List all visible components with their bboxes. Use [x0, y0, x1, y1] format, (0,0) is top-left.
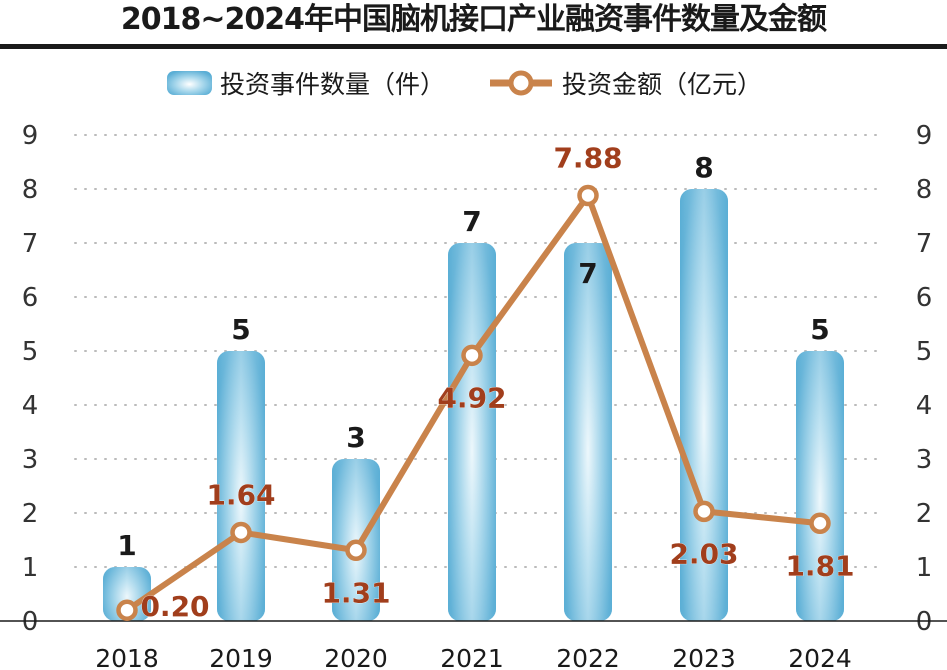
- y-tick-label-right: 1: [916, 553, 933, 583]
- bar-value-label: 3: [346, 421, 365, 454]
- y-tick-label-left: 0: [22, 607, 39, 637]
- bar-value-label: 7: [578, 257, 597, 290]
- amount-value-label: 1.31: [321, 576, 390, 609]
- y-tick-label-left: 2: [22, 499, 39, 529]
- legend-line-label: 投资金额（亿元）: [562, 70, 762, 99]
- x-tick-label: 2021: [440, 644, 504, 670]
- x-tick-label: 2020: [324, 644, 388, 670]
- x-tick-label: 2018: [95, 644, 159, 670]
- bar-value-label: 5: [810, 313, 829, 346]
- y-tick-label-right: 7: [916, 229, 933, 259]
- bar-highlight: [796, 351, 844, 621]
- bar-value-label: 8: [694, 151, 713, 184]
- y-tick-label-right: 8: [916, 175, 933, 205]
- bar-value-label: 1: [117, 529, 136, 562]
- y-tick-label-right: 5: [916, 337, 933, 367]
- bar-highlight: [217, 351, 265, 621]
- bar-highlight: [448, 243, 496, 621]
- amount-point-2021: [461, 344, 483, 367]
- x-tick-label: 2019: [209, 644, 273, 670]
- amount-point-2019: [230, 521, 252, 544]
- y-tick-label-right: 6: [916, 283, 933, 313]
- amount-point-2023: [693, 500, 715, 523]
- bar-value-label: 5: [231, 313, 250, 346]
- amount-value-label: 0.20: [140, 590, 209, 623]
- amount-value-label: 1.64: [206, 478, 275, 511]
- y-tick-label-right: 4: [916, 391, 933, 421]
- legend-bar-swatch: [167, 71, 212, 95]
- bar-value-label: 7: [462, 205, 481, 238]
- y-tick-label-left: 7: [22, 229, 39, 259]
- y-tick-label-left: 9: [22, 121, 39, 151]
- amount-point-2020: [345, 539, 367, 562]
- y-tick-label-right: 3: [916, 445, 933, 475]
- chart-title: 2018~2024年中国脑机接口产业融资事件数量及金额: [120, 2, 827, 37]
- amount-point-2018: [116, 599, 138, 621]
- title-divider: [0, 44, 947, 49]
- y-tick-label-left: 3: [22, 445, 39, 475]
- y-tick-label-left: 6: [22, 283, 39, 313]
- x-tick-label: 2023: [672, 644, 736, 670]
- y-tick-label-right: 2: [916, 499, 933, 529]
- bar-highlight: [103, 567, 151, 621]
- y-tick-label-left: 8: [22, 175, 39, 205]
- y-tick-label-left: 4: [22, 391, 39, 421]
- amount-value-label: 7.88: [553, 141, 622, 174]
- y-tick-label-right: 0: [916, 607, 933, 637]
- x-tick-label: 2022: [556, 644, 620, 670]
- y-tick-label-right: 9: [916, 121, 933, 151]
- x-tick-label: 2024: [788, 644, 852, 670]
- y-tick-label-left: 1: [22, 553, 39, 583]
- amount-point-2022: [577, 184, 599, 207]
- legend-line-marker: [508, 70, 534, 96]
- amount-value-label: 1.81: [785, 549, 854, 582]
- bar-highlight: [564, 243, 612, 621]
- amount-value-label: 4.92: [437, 381, 506, 414]
- y-tick-label-left: 5: [22, 337, 39, 367]
- amount-value-label: 2.03: [669, 537, 738, 570]
- legend: 投资事件数量（件） 投资金额（亿元）: [167, 70, 762, 99]
- legend-bar-label: 投资事件数量（件）: [220, 70, 445, 99]
- amount-point-2024: [809, 512, 831, 535]
